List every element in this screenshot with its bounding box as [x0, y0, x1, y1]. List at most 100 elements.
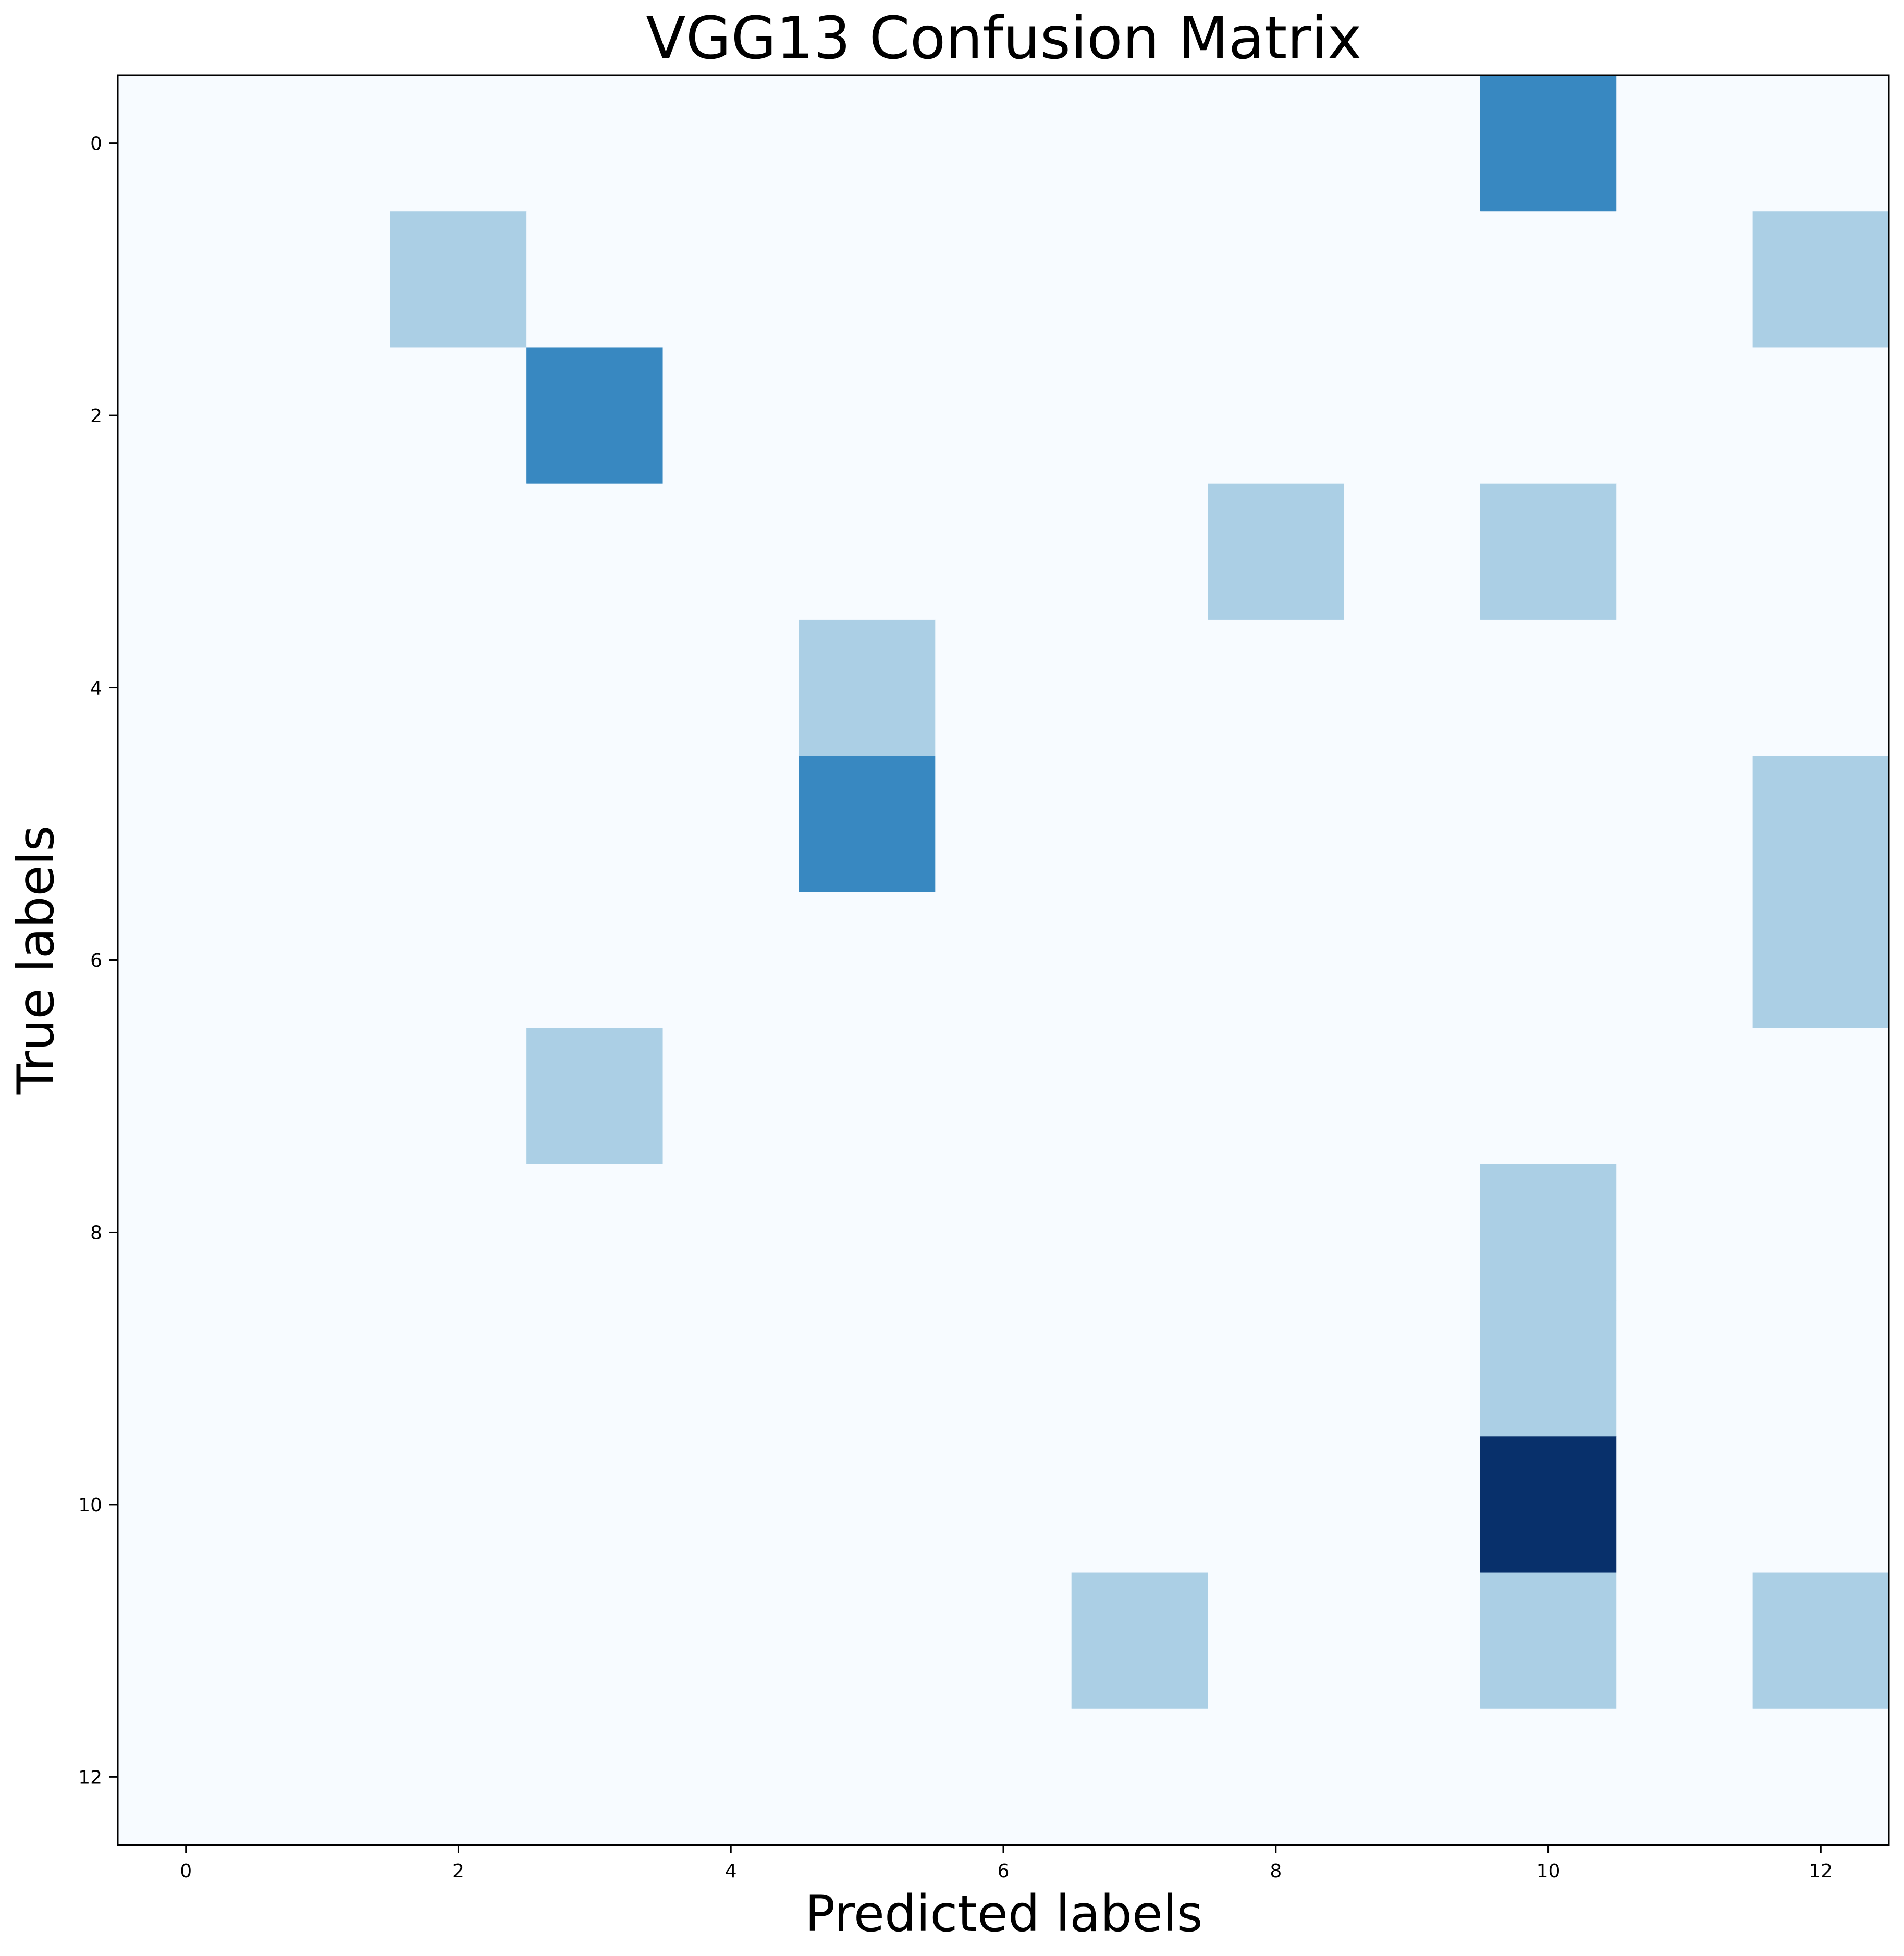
- heatmap-cell-r1-c6: [935, 211, 1072, 348]
- heatmap-cell-r5-c8: [1208, 756, 1345, 892]
- heatmap-cell-r6-c6: [935, 892, 1072, 1029]
- heatmap-cell-r10-c9: [1344, 1436, 1481, 1573]
- heatmap-cell-r3-c2: [390, 483, 527, 620]
- heatmap-cell-r5-c9: [1344, 756, 1481, 892]
- heatmap-cell-r11-c8: [1208, 1572, 1345, 1709]
- heatmap-cell-r12-c6: [935, 1708, 1072, 1846]
- heatmap-cell-r7-c4: [662, 1028, 800, 1165]
- y-tick-label-6: 6: [90, 950, 102, 971]
- heatmap-cell-r1-c10: [1480, 211, 1617, 348]
- heatmap-cell-r8-c3: [526, 1164, 664, 1301]
- x-tick-label-8: 8: [1270, 1861, 1282, 1882]
- heatmap-cell-r6-c8: [1208, 892, 1345, 1029]
- heatmap-cell-r2-c3: [526, 347, 664, 484]
- heatmap-cell-r7-c11: [1616, 1028, 1753, 1165]
- y-tick-label-0: 0: [90, 133, 102, 155]
- heatmap-cell-r3-c9: [1344, 483, 1481, 620]
- heatmap-cell-r8-c6: [935, 1164, 1072, 1301]
- heatmap-cell-r4-c8: [1208, 619, 1345, 756]
- heatmap-cell-r0-c3: [526, 75, 664, 212]
- heatmap-cell-r1-c3: [526, 211, 664, 348]
- heatmap-cell-r1-c9: [1344, 211, 1481, 348]
- heatmap-cell-r4-c9: [1344, 619, 1481, 756]
- heatmap-cell-r11-c3: [526, 1572, 664, 1709]
- heatmap-cell-r0-c8: [1208, 75, 1345, 212]
- heatmap-cell-r8-c12: [1752, 1164, 1889, 1301]
- heatmap-cell-r1-c11: [1616, 211, 1753, 348]
- chart-title: VGG13 Confusion Matrix: [646, 5, 1362, 72]
- heatmap-cell-r0-c2: [390, 75, 527, 212]
- heatmap-cell-r2-c9: [1344, 347, 1481, 484]
- heatmap-cell-r12-c4: [662, 1708, 800, 1846]
- heatmap-cell-r10-c0: [118, 1436, 254, 1573]
- heatmap-cell-r11-c7: [1071, 1572, 1208, 1709]
- heatmap-cell-r7-c3: [526, 1028, 664, 1165]
- heatmap-cell-r5-c10: [1480, 756, 1617, 892]
- heatmap-cell-r9-c0: [118, 1300, 254, 1437]
- heatmap-cell-r0-c12: [1752, 75, 1889, 212]
- heatmap-cell-r11-c11: [1616, 1572, 1753, 1709]
- heatmap-cell-r5-c5: [799, 756, 936, 892]
- heatmap-cell-r0-c0: [118, 75, 254, 212]
- heatmap-cell-r8-c4: [662, 1164, 800, 1301]
- heatmap-cell-r3-c1: [254, 483, 391, 620]
- heatmap-cell-r2-c5: [799, 347, 936, 484]
- heatmap-cell-r4-c1: [254, 619, 391, 756]
- y-tick-label-8: 8: [90, 1222, 102, 1244]
- heatmap-cell-r4-c7: [1071, 619, 1208, 756]
- heatmap-cell-r3-c10: [1480, 483, 1617, 620]
- heatmap-cell-r4-c3: [526, 619, 664, 756]
- heatmap-cell-r4-c12: [1752, 619, 1889, 756]
- heatmap-cell-r12-c5: [799, 1708, 936, 1846]
- heatmap-cell-r9-c3: [526, 1300, 664, 1437]
- heatmap-cell-r10-c7: [1071, 1436, 1208, 1573]
- heatmap-cell-r1-c1: [254, 211, 391, 348]
- heatmap-cell-r7-c10: [1480, 1028, 1617, 1165]
- heatmap-cell-r1-c8: [1208, 211, 1345, 348]
- heatmap-cell-r2-c4: [662, 347, 800, 484]
- heatmap-cell-r6-c1: [254, 892, 391, 1029]
- heatmap-cell-r3-c3: [526, 483, 664, 620]
- heatmap-cell-r9-c2: [390, 1300, 527, 1437]
- heatmap-cell-r2-c11: [1616, 347, 1753, 484]
- y-axis-ticks: 0 2 4 6 8 10 12: [78, 133, 118, 1788]
- heatmap-cell-r5-c1: [254, 756, 391, 892]
- heatmap-cell-r12-c10: [1480, 1708, 1617, 1846]
- heatmap-cell-r2-c1: [254, 347, 391, 484]
- heatmap-cell-r8-c5: [799, 1164, 936, 1301]
- heatmap-cell-r10-c4: [662, 1436, 800, 1573]
- heatmap-cell-r3-c11: [1616, 483, 1753, 620]
- heatmap-cell-r8-c0: [118, 1164, 254, 1301]
- heatmap-cell-r7-c9: [1344, 1028, 1481, 1165]
- heatmap-cell-r12-c9: [1344, 1708, 1481, 1846]
- heatmap-cell-r6-c7: [1071, 892, 1208, 1029]
- heatmap-cell-r6-c11: [1616, 892, 1753, 1029]
- heatmap-cell-r3-c12: [1752, 483, 1889, 620]
- heatmap-cell-r4-c11: [1616, 619, 1753, 756]
- heatmap-cell-r2-c2: [390, 347, 527, 484]
- heatmap-cell-r11-c0: [118, 1572, 254, 1709]
- heatmap-cell-r6-c9: [1344, 892, 1481, 1029]
- heatmap-cell-r2-c12: [1752, 347, 1889, 484]
- heatmap-cell-r3-c0: [118, 483, 254, 620]
- heatmap-cell-r8-c10: [1480, 1164, 1617, 1301]
- heatmap-cell-r6-c5: [799, 892, 936, 1029]
- heatmap-cells: [118, 75, 1889, 1846]
- y-tick-label-10: 10: [78, 1495, 102, 1516]
- heatmap-cell-r6-c10: [1480, 892, 1617, 1029]
- heatmap-cell-r11-c5: [799, 1572, 936, 1709]
- heatmap-cell-r0-c6: [935, 75, 1072, 212]
- heatmap-cell-r10-c3: [526, 1436, 664, 1573]
- heatmap-cell-r0-c9: [1344, 75, 1481, 212]
- heatmap-cell-r8-c8: [1208, 1164, 1345, 1301]
- heatmap-cell-r7-c5: [799, 1028, 936, 1165]
- heatmap-cell-r1-c2: [390, 211, 527, 348]
- heatmap-cell-r6-c12: [1752, 892, 1889, 1029]
- heatmap-cell-r7-c7: [1071, 1028, 1208, 1165]
- heatmap-cell-r9-c10: [1480, 1300, 1617, 1437]
- heatmap-cell-r4-c4: [662, 619, 800, 756]
- heatmap-cell-r5-c12: [1752, 756, 1889, 892]
- heatmap-cell-r12-c2: [390, 1708, 527, 1846]
- heatmap-cell-r10-c8: [1208, 1436, 1345, 1573]
- heatmap-cell-r8-c11: [1616, 1164, 1753, 1301]
